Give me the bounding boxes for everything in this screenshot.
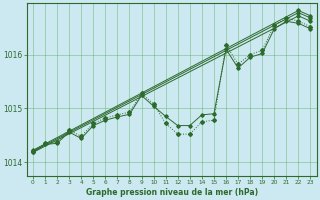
X-axis label: Graphe pression niveau de la mer (hPa): Graphe pression niveau de la mer (hPa)	[86, 188, 258, 197]
